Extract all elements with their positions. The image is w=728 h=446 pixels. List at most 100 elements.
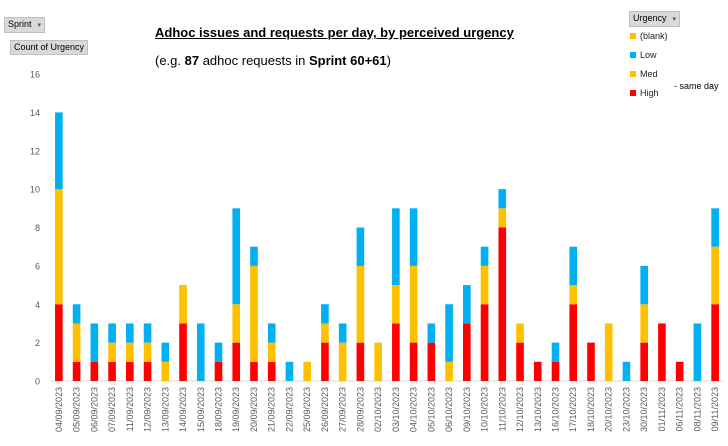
bar-segment-high xyxy=(392,323,400,381)
x-tick-label: 15/09/2023 xyxy=(196,387,206,432)
bar-segment-med xyxy=(143,342,152,362)
bar-segment-low xyxy=(711,208,719,247)
bar-segment-high xyxy=(551,361,560,381)
bar-segment-high xyxy=(356,342,365,382)
bar-segment-low xyxy=(622,361,631,381)
bar-segment-low xyxy=(392,208,400,286)
bar-segment-low xyxy=(214,342,223,362)
bar-segment-low xyxy=(338,323,347,343)
bar-segment-med xyxy=(711,246,719,305)
x-tick-label: 05/09/2023 xyxy=(72,387,82,432)
bar-segment-low xyxy=(285,361,294,381)
same-day-note: - same day xyxy=(674,81,719,91)
urgency-filter-label: Urgency xyxy=(633,13,667,23)
x-tick-label: 08/11/2023 xyxy=(692,387,702,431)
x-tick-label: 14/09/2023 xyxy=(178,387,188,432)
bar-segment-high xyxy=(126,361,134,381)
x-tick-label: 20/09/2023 xyxy=(249,387,259,432)
bar-segment-high xyxy=(516,342,524,382)
x-tick-label: 18/10/2023 xyxy=(586,387,596,432)
x-tick-label: 26/09/2023 xyxy=(320,387,330,432)
bar-segment-med xyxy=(374,342,382,382)
bar-segment-high xyxy=(711,304,719,381)
bar-segment-low xyxy=(551,342,560,362)
x-tick-label: 04/10/2023 xyxy=(409,387,419,432)
bar-segment-high xyxy=(409,342,418,382)
bar-segment-med xyxy=(640,304,648,343)
bar-segment-low xyxy=(108,323,116,343)
bar-segment-med xyxy=(179,285,187,324)
bar-segment-high xyxy=(675,361,684,381)
bar-segment-med xyxy=(498,208,507,228)
bar-segment-low xyxy=(409,208,418,266)
bar-segment-low xyxy=(463,285,471,324)
subtitle-sprint: Sprint 60+61 xyxy=(308,53,387,68)
x-tick-label: 23/10/2023 xyxy=(621,387,631,432)
chart-subtitle: (e.g. 87 adhoc requests in Sprint 60+61) xyxy=(155,53,391,68)
subtitle-suffix: ) xyxy=(386,53,391,68)
bar-segment-med xyxy=(356,265,365,343)
sprint-filter-label: Sprint xyxy=(8,19,32,29)
legend-label: Low xyxy=(640,50,657,60)
bar-segment-high xyxy=(143,361,152,381)
urgency-filter-button[interactable]: Urgency ▾ xyxy=(629,11,681,27)
bar-segment-med xyxy=(108,342,116,362)
legend-swatch xyxy=(630,52,636,58)
chart-title: Adhoc issues and requests per day, by pe… xyxy=(155,25,514,40)
y-tick-label: 12 xyxy=(30,146,40,156)
bar-segment-low xyxy=(267,323,276,343)
x-tick-label: 30/10/2023 xyxy=(639,387,649,432)
legend-item: (blank) xyxy=(630,30,668,42)
y-tick-label: 0 xyxy=(35,377,40,387)
x-tick-label: 12/09/2023 xyxy=(143,387,153,432)
value-field-button[interactable]: Count of Urgency xyxy=(10,40,89,55)
x-tick-label: 16/10/2023 xyxy=(551,387,561,432)
bar-segment-low xyxy=(693,323,702,381)
x-tick-label: 18/09/2023 xyxy=(214,387,224,432)
bar-segment-high xyxy=(214,361,223,381)
bar-segment-med xyxy=(250,265,258,362)
x-tick-label: 13/09/2023 xyxy=(160,387,170,432)
bar-segment-low xyxy=(321,304,329,324)
bar-segment-high xyxy=(72,361,81,381)
bar-segment-med xyxy=(445,361,453,381)
bar-segment-med xyxy=(569,285,578,305)
bar-segment-high xyxy=(587,342,595,382)
bar-segment-high xyxy=(250,361,258,381)
x-tick-label: 02/10/2023 xyxy=(373,387,383,432)
y-tick-label: 2 xyxy=(35,338,40,348)
x-tick-label: 22/09/2023 xyxy=(284,387,294,432)
bar-segment-low xyxy=(498,189,507,209)
subtitle-count: 87 xyxy=(184,53,200,68)
x-tick-label: 12/10/2023 xyxy=(515,387,525,432)
bar-segment-low xyxy=(640,265,648,305)
legend-label: Med xyxy=(640,69,658,79)
sprint-filter-button[interactable]: Sprint ▾ xyxy=(4,17,46,33)
y-tick-label: 16 xyxy=(30,70,40,80)
x-tick-label: 25/09/2023 xyxy=(302,387,312,432)
bar-segment-low xyxy=(55,112,63,190)
x-tick-label: 06/11/2023 xyxy=(675,387,685,431)
legend-swatch xyxy=(630,33,636,39)
bar-segment-low xyxy=(90,323,99,362)
x-tick-label: 21/09/2023 xyxy=(267,387,277,432)
x-tick-label: 19/09/2023 xyxy=(231,387,241,432)
bar-segment-med xyxy=(126,342,134,362)
bar-segment-low xyxy=(126,323,134,343)
dropdown-arrow-icon: ▾ xyxy=(672,16,677,23)
bar-segment-high xyxy=(480,304,489,381)
bar-segment-high xyxy=(108,361,116,381)
bar-segment-high xyxy=(427,342,436,382)
legend-item: High xyxy=(630,87,659,99)
x-tick-label: 06/10/2023 xyxy=(444,387,454,432)
bar-segment-med xyxy=(409,265,418,343)
bar-segment-low xyxy=(480,246,489,266)
y-tick-label: 14 xyxy=(30,108,40,118)
bar-segment-high xyxy=(321,342,329,382)
bar-segment-med xyxy=(392,285,400,324)
bar-segment-high xyxy=(179,323,187,381)
x-tick-label: 13/10/2023 xyxy=(533,387,543,432)
bar-segment-high xyxy=(533,361,542,381)
subtitle-prefix: (e.g. xyxy=(155,53,185,68)
